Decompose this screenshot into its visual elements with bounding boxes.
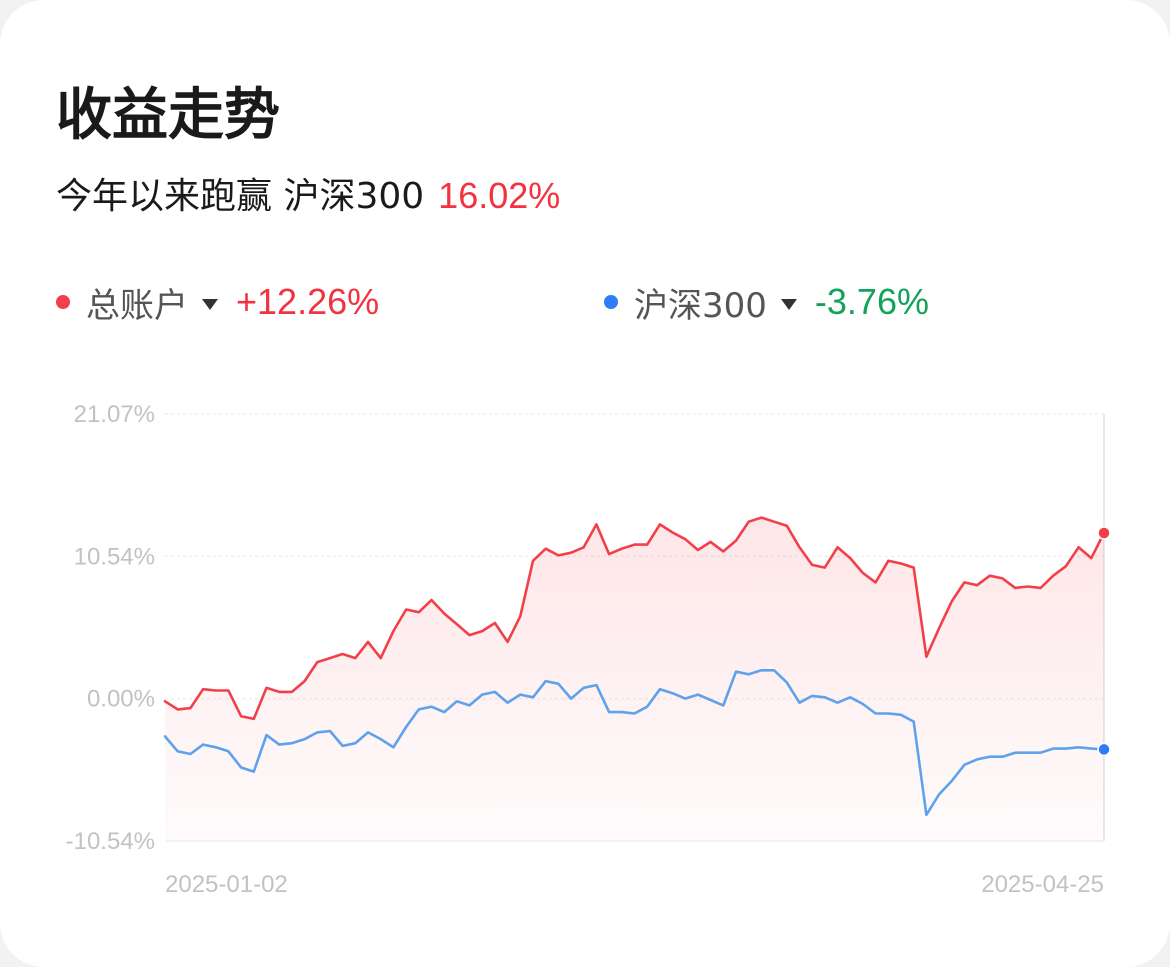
y-tick-label: 10.54% [74, 543, 155, 570]
legend-benchmark[interactable]: 沪深300 -3.76% [604, 278, 929, 326]
total-account-area [165, 517, 1104, 841]
legend-value-total-account: +12.26% [236, 281, 380, 322]
total-account-line [163, 516, 1106, 721]
chart-lines [163, 516, 1111, 817]
outperformance-pct: 16.02% [438, 175, 561, 216]
legend-label-benchmark: 沪深300 [634, 285, 767, 326]
x-tick-label: 2025-01-02 [165, 871, 288, 898]
chart-area-fill [165, 517, 1104, 841]
benchmark-line [163, 668, 1106, 817]
y-tick-label: 0.00% [87, 686, 155, 713]
total-account-end-marker [1097, 526, 1111, 540]
legend-dot-total-account [56, 295, 70, 309]
outperformance-summary: 今年以来跑赢 沪深300 16.02% [56, 172, 560, 221]
legend-dot-benchmark [604, 295, 618, 309]
dropdown-caret-icon[interactable] [780, 298, 797, 310]
outperformance-text: 今年以来跑赢 沪深300 [56, 176, 425, 217]
x-tick-label: 2025-04-25 [981, 871, 1104, 898]
y-tick-label: -10.54% [66, 828, 155, 855]
y-tick-label: 21.07% [74, 401, 155, 428]
dropdown-caret-icon[interactable] [202, 298, 218, 310]
card-title: 收益走势 [56, 83, 280, 148]
legend-value-benchmark: -3.76% [814, 281, 929, 322]
chart-axis-labels: 21.07% 10.54% 0.00% -10.54% 2025-01-02 2025-0… [66, 401, 1104, 898]
legend-total-account[interactable]: 总账户 +12.26% [56, 278, 379, 326]
legend-label-total-account: 总账户 [86, 285, 188, 326]
benchmark-end-marker [1097, 742, 1111, 757]
